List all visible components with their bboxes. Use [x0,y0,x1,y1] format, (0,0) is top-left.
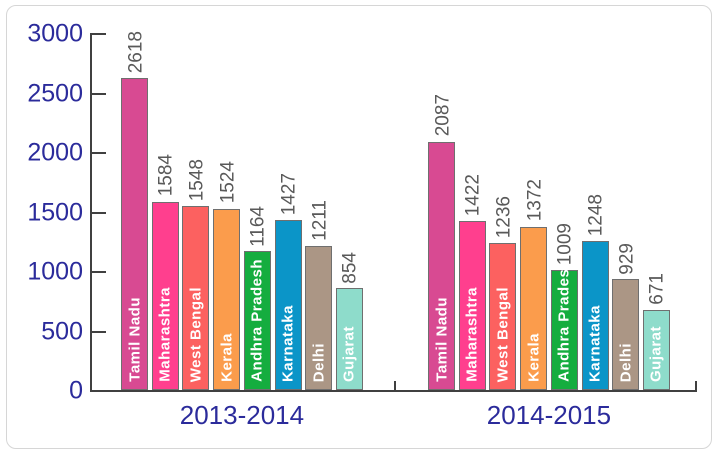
bar-category-label: Tamil Nadu [126,297,143,382]
bar-category-label: Maharashtra [156,287,174,382]
y-axis-tick-label: 3000 [27,19,83,48]
bar-maharashtra: Maharashtra [458,220,486,390]
bar-value-label: 1372 [524,179,546,222]
bar-tamil-nadu: Tamil Nadu [428,141,455,390]
bar-category-label: Andhra Pradesh [248,259,266,382]
y-axis-tick [92,33,106,35]
x-axis-tick [393,381,396,390]
y-axis-tick-label: 500 [41,317,83,345]
bar-category-label: Tamil Nadu [433,297,450,382]
y-axis-tick [92,330,106,333]
bar-category-label: West Bengal [494,286,512,382]
bar-category-label: Andhra Pradesh [555,259,573,382]
bar-gujarat: Gujarat [335,288,363,390]
bar-category-label: Gujarat [340,325,358,382]
bar-value-label: 1236 [493,195,515,238]
bar-category-label: Delhi [310,342,328,382]
bar-category-label: West Bengal [187,286,205,382]
y-axis-tick-label: 2500 [27,79,83,107]
bar-category-label: Delhi [617,342,635,382]
bar-category-label: Gujarat [647,325,665,382]
y-axis-tick [92,152,106,154]
bar-delhi: Delhi [305,245,333,390]
y-axis-tick [92,92,106,95]
bar-value-label: 1164 [247,205,269,247]
bar-kerala: Kerala [213,208,241,390]
bar-karnataka: Karnataka [581,241,609,390]
y-axis-tick [92,390,106,392]
bar-tamil-nadu: Tamil Nadu [121,78,148,390]
bar-value-label: 1548 [186,158,208,201]
bar-value-label: 1009 [554,222,576,265]
bar-delhi: Delhi [612,279,640,390]
bar-category-label: Karnataka [279,304,297,382]
y-axis-tick-label: 1500 [27,198,83,226]
bar-value-label: 1524 [217,161,239,204]
bar-value-label: 1211 [309,200,331,241]
bar-kerala: Kerala [520,226,548,390]
y-axis-tick-label: 1000 [27,257,83,286]
bar-maharashtra: Maharashtra [151,201,179,390]
y-axis-tick-label: 0 [69,376,83,405]
bar-value-label: 671 [646,273,668,306]
x-axis-group-label: 2013-2014 [179,400,305,430]
bar-value-label: 854 [339,251,361,284]
y-axis-tick [92,211,106,214]
y-axis-tick-label: 2000 [27,138,83,167]
bar-karnataka: Karnataka [274,220,302,390]
bar-value-label: 1422 [462,173,484,216]
x-axis-tick [695,381,697,390]
bar-gujarat: Gujarat [642,310,670,390]
bar-category-label: Karnataka [586,304,604,382]
bar-category-label: Maharashtra [463,287,481,382]
x-axis-group-label: 2014-2015 [486,400,612,430]
bar-value-label: 929 [616,242,638,275]
bar-value-label: 1248 [585,194,607,237]
bar-andhra-pradesh: Andhra Pradesh [550,259,578,390]
y-axis-tick [92,271,106,273]
bar-value-label: 2618 [125,31,146,74]
bar-value-label: 1584 [155,154,177,197]
y-axis-line [90,33,92,392]
bar-andhra-pradesh: Andhra Pradesh [243,251,271,390]
bar-category-label: Kerala [218,333,236,382]
bar-west-bengal: West Bengal [489,242,517,390]
bar-value-label: 1427 [278,172,300,216]
bar-west-bengal: West Bengal [182,205,210,390]
x-axis-line [90,390,697,392]
bar-value-label: 2087 [432,94,453,137]
bar-category-label: Kerala [525,333,543,382]
